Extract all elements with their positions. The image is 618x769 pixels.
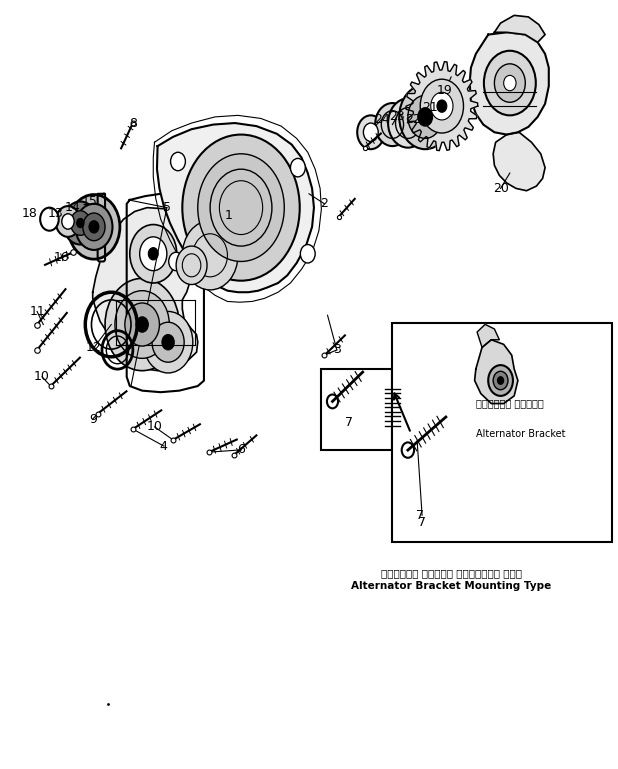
- Circle shape: [504, 75, 516, 91]
- Circle shape: [182, 221, 238, 290]
- Polygon shape: [475, 340, 518, 404]
- Circle shape: [77, 218, 84, 228]
- Circle shape: [402, 442, 414, 458]
- Text: 10: 10: [34, 371, 50, 383]
- Circle shape: [130, 225, 177, 283]
- Circle shape: [418, 108, 433, 126]
- Circle shape: [143, 311, 193, 373]
- Bar: [392, 323, 612, 542]
- Circle shape: [375, 103, 410, 146]
- Circle shape: [408, 95, 442, 138]
- Circle shape: [484, 51, 536, 115]
- Text: 20: 20: [493, 182, 509, 195]
- Circle shape: [162, 335, 174, 350]
- Text: 6: 6: [237, 444, 245, 456]
- Text: 12: 12: [86, 341, 102, 354]
- Circle shape: [140, 237, 167, 271]
- Circle shape: [89, 221, 99, 233]
- Text: オルタネータ ブラケット: オルタネータ ブラケット: [476, 398, 544, 408]
- Circle shape: [75, 204, 112, 250]
- Circle shape: [327, 394, 338, 408]
- Circle shape: [40, 208, 59, 231]
- Text: Alternator Bracket: Alternator Bracket: [476, 429, 565, 439]
- Circle shape: [62, 214, 74, 229]
- Circle shape: [290, 158, 305, 177]
- Circle shape: [431, 92, 453, 120]
- Text: 16: 16: [54, 251, 70, 264]
- Text: 9: 9: [89, 413, 96, 425]
- Circle shape: [437, 100, 447, 112]
- Circle shape: [420, 79, 464, 133]
- Circle shape: [125, 303, 159, 346]
- Circle shape: [169, 252, 184, 271]
- Text: Alternator Bracket Mounting Type: Alternator Bracket Mounting Type: [351, 581, 551, 591]
- Circle shape: [63, 201, 98, 245]
- Text: 7: 7: [345, 417, 353, 429]
- Text: 10: 10: [146, 421, 163, 433]
- Circle shape: [115, 291, 169, 358]
- Circle shape: [68, 195, 120, 259]
- Circle shape: [357, 115, 384, 149]
- Circle shape: [83, 213, 105, 241]
- Circle shape: [176, 246, 207, 285]
- Polygon shape: [98, 194, 105, 261]
- Text: 5: 5: [163, 201, 171, 214]
- Text: 7: 7: [417, 509, 424, 521]
- Bar: [321, 369, 392, 450]
- Text: 23: 23: [389, 111, 405, 123]
- Text: 14: 14: [65, 201, 81, 214]
- Text: 2: 2: [321, 198, 328, 210]
- Polygon shape: [494, 15, 545, 42]
- Circle shape: [300, 245, 315, 263]
- Text: 13: 13: [48, 207, 64, 219]
- Polygon shape: [93, 208, 199, 371]
- Text: 11: 11: [29, 305, 45, 318]
- Polygon shape: [406, 62, 478, 151]
- Text: 24: 24: [374, 113, 390, 125]
- Circle shape: [56, 206, 80, 237]
- Text: 19: 19: [437, 85, 453, 97]
- Circle shape: [70, 211, 90, 235]
- Circle shape: [182, 135, 300, 281]
- Circle shape: [493, 371, 508, 390]
- Text: 8: 8: [129, 117, 137, 129]
- Text: 1: 1: [225, 209, 232, 221]
- Text: 18: 18: [22, 207, 38, 219]
- Circle shape: [136, 317, 148, 332]
- Polygon shape: [470, 32, 549, 135]
- Circle shape: [363, 123, 378, 141]
- Polygon shape: [493, 132, 545, 191]
- Text: 4: 4: [160, 440, 167, 452]
- Polygon shape: [477, 325, 499, 348]
- Circle shape: [198, 154, 284, 261]
- Circle shape: [488, 365, 513, 396]
- Circle shape: [105, 278, 179, 371]
- Circle shape: [494, 64, 525, 102]
- Text: 3: 3: [333, 344, 341, 356]
- Text: オルタネータ ブラケット マウンティング タイプ: オルタネータ ブラケット マウンティング タイプ: [381, 568, 522, 578]
- Text: 21: 21: [421, 102, 438, 114]
- Circle shape: [388, 98, 428, 148]
- Text: 22: 22: [405, 113, 421, 125]
- Circle shape: [148, 248, 158, 260]
- Circle shape: [399, 85, 451, 149]
- Circle shape: [152, 322, 184, 362]
- Circle shape: [171, 152, 185, 171]
- Text: 15: 15: [82, 195, 98, 208]
- Circle shape: [497, 377, 504, 384]
- Text: 7: 7: [418, 517, 426, 529]
- Polygon shape: [157, 123, 314, 292]
